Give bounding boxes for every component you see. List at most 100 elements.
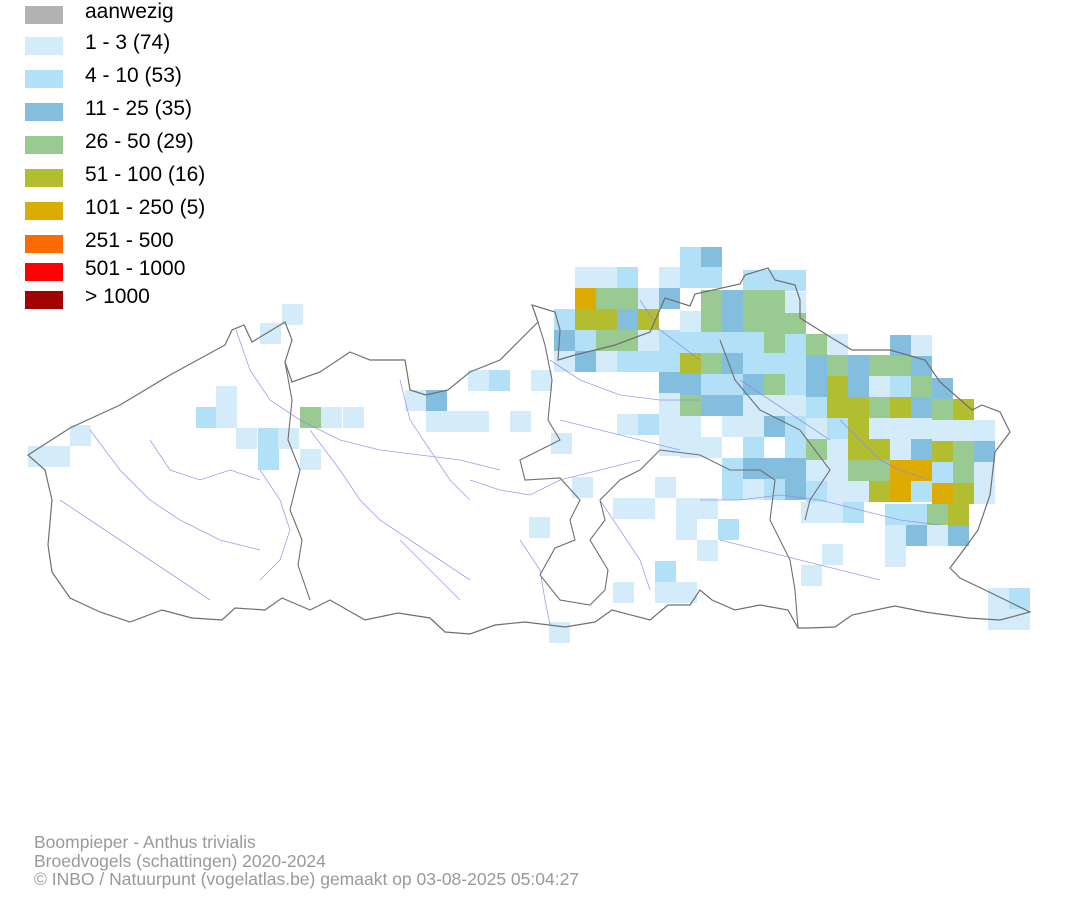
grid-cell [697, 540, 718, 561]
grid-cell [529, 517, 550, 538]
region-borders [27, 267, 1032, 635]
grid-cell [764, 395, 785, 416]
grid-cell [617, 288, 638, 309]
grid-cells [28, 247, 1030, 643]
legend-swatch [25, 6, 63, 24]
grid-cell [843, 502, 864, 523]
river [599, 499, 651, 591]
outer-border [27, 267, 1032, 635]
grid-cell [953, 399, 974, 420]
grid-cell [300, 449, 321, 470]
grid-cell [655, 477, 676, 498]
grid-cell [258, 449, 279, 470]
grid-cell [911, 460, 932, 481]
grid-cell [743, 437, 764, 458]
grid-cell [743, 270, 764, 291]
grid-cell [659, 267, 680, 288]
river [89, 429, 261, 551]
grid-cell [827, 481, 848, 502]
legend-swatch [25, 291, 63, 309]
grid-cell [447, 411, 468, 432]
legend-swatch [25, 103, 63, 121]
grid-cell [764, 311, 785, 332]
grid-cell [801, 565, 822, 586]
grid-cell [932, 483, 953, 504]
grid-cell [785, 374, 806, 395]
grid-cell [785, 292, 806, 313]
grid-cell [827, 397, 848, 418]
grid-cell [596, 351, 617, 372]
province-border [284, 361, 311, 601]
grid-cell [575, 330, 596, 351]
grid-cell [634, 498, 655, 519]
province-border [659, 449, 799, 629]
grid-cell [932, 399, 953, 420]
grid-cell [911, 397, 932, 418]
grid-cell [785, 313, 806, 334]
legend-swatch [25, 136, 63, 154]
grid-cell [743, 332, 764, 353]
grid-cell [890, 481, 911, 502]
grid-cell [405, 390, 426, 411]
grid-cell [906, 504, 927, 525]
grid-cell [848, 439, 869, 460]
grid-cell [806, 418, 827, 439]
grid-cell [885, 504, 906, 525]
grid-cell [638, 414, 659, 435]
grid-cell [701, 247, 722, 268]
grid-cell [575, 351, 596, 372]
grid-cell [680, 353, 701, 374]
grid-cell [196, 407, 217, 428]
grid-cell [806, 376, 827, 397]
grid-cell [948, 525, 969, 546]
grid-cell [575, 267, 596, 288]
grid-cell [785, 270, 806, 291]
grid-cell [806, 481, 827, 502]
province-border [719, 339, 831, 521]
grid-cell [927, 525, 948, 546]
grid-cell [827, 460, 848, 481]
grid-cell [659, 330, 680, 351]
grid-cell [282, 304, 303, 325]
grid-cell [680, 332, 701, 353]
river [519, 539, 551, 626]
legend-label: 101 - 250 (5) [85, 196, 206, 219]
grid-cell [596, 288, 617, 309]
grid-cell [510, 411, 531, 432]
grid-cell [617, 351, 638, 372]
legend-label: 11 - 25 (35) [85, 97, 192, 120]
grid-cell [613, 498, 634, 519]
grid-cell [827, 355, 848, 376]
legend-label: > 1000 [85, 285, 150, 308]
grid-cell [722, 395, 743, 416]
legend-swatch [25, 263, 63, 281]
grid-cell [932, 420, 953, 441]
grid-cell [680, 267, 701, 288]
grid-cell [869, 355, 890, 376]
grid-cell [343, 407, 364, 428]
grid-cell [785, 479, 806, 500]
grid-cell [697, 498, 718, 519]
grid-cell [613, 582, 634, 603]
grid-cell [885, 525, 906, 546]
grid-cell [890, 439, 911, 460]
grid-cell [785, 458, 806, 479]
grid-cell [743, 311, 764, 332]
grid-cell [468, 411, 489, 432]
grid-cell [701, 437, 722, 458]
river [59, 499, 211, 601]
grid-cell [911, 355, 932, 376]
grid-cell [827, 418, 848, 439]
grid-cell [701, 332, 722, 353]
grid-cell [676, 582, 697, 603]
river [469, 459, 641, 496]
grid-cell [806, 397, 827, 418]
grid-cell [974, 462, 995, 483]
grid-cell [785, 395, 806, 416]
legend-swatch [25, 169, 63, 187]
grid-cell [764, 290, 785, 311]
grid-cell [953, 441, 974, 462]
grid-cell [890, 397, 911, 418]
grid-cell [680, 311, 701, 332]
